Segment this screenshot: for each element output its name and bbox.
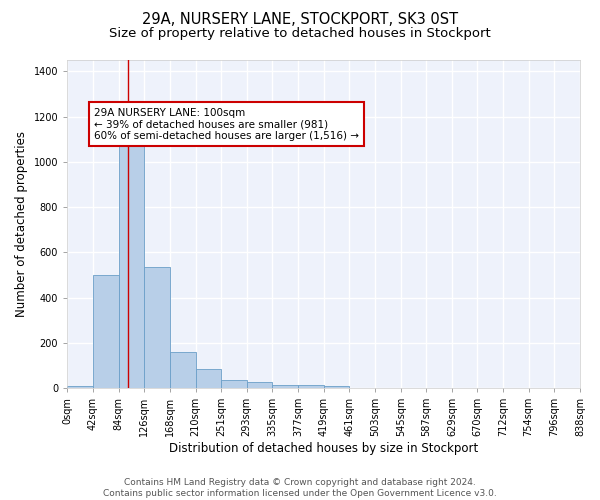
Text: Contains HM Land Registry data © Crown copyright and database right 2024.
Contai: Contains HM Land Registry data © Crown c… (103, 478, 497, 498)
Bar (298, 384, 323, 388)
Y-axis label: Number of detached properties: Number of detached properties (15, 131, 28, 317)
X-axis label: Distribution of detached houses by size in Stockport: Distribution of detached houses by size … (169, 442, 478, 455)
Bar (93, 275, 119, 388)
Bar (170, 352, 196, 388)
Text: 29A, NURSERY LANE, STOCKPORT, SK3 0ST: 29A, NURSERY LANE, STOCKPORT, SK3 0ST (142, 12, 458, 28)
Text: 29A NURSERY LANE: 100sqm
← 39% of detached houses are smaller (981)
60% of semi-: 29A NURSERY LANE: 100sqm ← 39% of detach… (94, 108, 359, 140)
Bar (272, 384, 298, 388)
Bar (67, 386, 93, 388)
Bar (119, 126, 145, 388)
Bar (247, 382, 272, 388)
Text: Size of property relative to detached houses in Stockport: Size of property relative to detached ho… (109, 28, 491, 40)
Bar (196, 370, 221, 388)
Bar (323, 386, 349, 388)
Bar (145, 267, 170, 388)
Bar (221, 380, 247, 388)
